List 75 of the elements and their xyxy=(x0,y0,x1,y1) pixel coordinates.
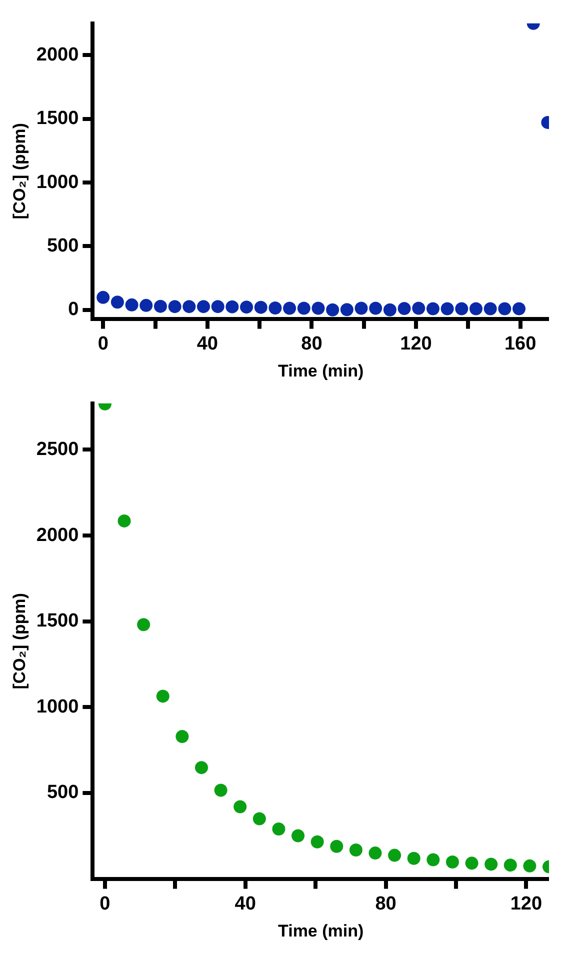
x-tick-label: 80 xyxy=(375,893,396,914)
point xyxy=(388,848,402,862)
point xyxy=(407,852,420,865)
point xyxy=(465,856,478,870)
point xyxy=(523,859,536,872)
point xyxy=(234,800,247,814)
x-axis-title: Time (min) xyxy=(278,921,364,940)
point xyxy=(156,690,170,703)
point xyxy=(292,829,305,842)
y-tick-label: 1500 xyxy=(36,108,79,130)
y-tick-label: 2000 xyxy=(36,44,79,66)
point xyxy=(349,843,362,856)
point xyxy=(272,822,286,836)
point xyxy=(330,840,344,853)
point xyxy=(214,784,228,797)
y-tick-label: 500 xyxy=(46,235,79,256)
point xyxy=(96,290,110,304)
point xyxy=(412,302,426,315)
point xyxy=(194,761,208,774)
point xyxy=(469,302,482,316)
point xyxy=(182,300,196,314)
point xyxy=(252,812,266,826)
point xyxy=(340,303,354,316)
point xyxy=(426,853,440,866)
point xyxy=(504,858,517,872)
point xyxy=(484,858,498,871)
point xyxy=(211,300,224,314)
x-tick-label: 40 xyxy=(196,333,218,354)
y-axis-title: [CO₂] (ppm) xyxy=(10,592,29,690)
point xyxy=(398,302,411,315)
x-tick-label: 160 xyxy=(504,333,536,354)
point xyxy=(240,300,254,314)
y-tick-label: 0 xyxy=(68,299,79,320)
y-tick-label: 1000 xyxy=(36,696,79,718)
point xyxy=(310,835,324,848)
point xyxy=(512,302,526,316)
point xyxy=(369,302,382,315)
point xyxy=(196,300,210,314)
point xyxy=(440,302,454,316)
point xyxy=(125,298,138,312)
point xyxy=(168,300,182,314)
point xyxy=(484,302,497,316)
x-axis-title: Time (min) xyxy=(278,361,364,380)
x-tick-label: 80 xyxy=(301,333,322,354)
y-tick-label: 500 xyxy=(46,782,79,804)
y-tick-label: 1000 xyxy=(36,172,79,193)
point xyxy=(226,300,239,314)
point xyxy=(426,302,440,316)
point xyxy=(383,303,396,316)
point xyxy=(312,302,325,315)
x-tick-label: 120 xyxy=(400,333,432,354)
point xyxy=(283,302,296,315)
x-tick-label: 0 xyxy=(98,333,108,354)
point xyxy=(455,302,468,316)
y-tick-label: 2000 xyxy=(36,524,79,546)
y-tick-label: 2500 xyxy=(36,438,79,460)
point xyxy=(354,302,368,315)
x-tick-label: 40 xyxy=(234,893,256,914)
point xyxy=(118,514,131,528)
point xyxy=(368,846,382,860)
point xyxy=(268,301,282,314)
point xyxy=(176,730,189,744)
point xyxy=(446,855,459,868)
point xyxy=(498,302,512,316)
point xyxy=(140,298,153,312)
point xyxy=(297,302,310,315)
point xyxy=(254,300,268,314)
point xyxy=(154,300,167,313)
y-tick-label: 1500 xyxy=(36,610,79,632)
point xyxy=(326,303,340,316)
x-tick-label: 120 xyxy=(510,893,542,914)
y-axis-title: [CO₂] (ppm) xyxy=(10,122,29,220)
x-tick-label: 0 xyxy=(100,893,110,914)
point xyxy=(110,296,124,309)
point xyxy=(137,618,150,632)
